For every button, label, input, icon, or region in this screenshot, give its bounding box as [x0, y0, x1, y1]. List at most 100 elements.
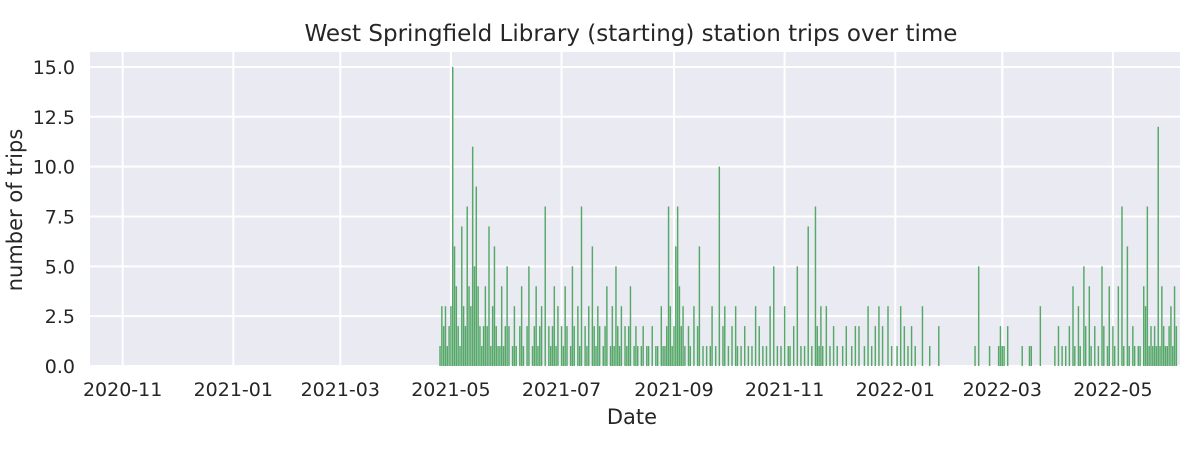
- bar: [571, 266, 574, 366]
- x-tick-labels: 2020-11 2021-01 2021-03 2021-05 2021-07 2021-…: [83, 379, 1153, 401]
- bar: [1106, 346, 1109, 366]
- bar: [903, 326, 906, 366]
- bar: [1097, 346, 1100, 366]
- bar: [676, 206, 679, 366]
- bar: [455, 286, 458, 366]
- bar: [586, 346, 588, 366]
- bar: [464, 326, 467, 366]
- bar: [502, 346, 505, 366]
- bar: [997, 346, 1000, 366]
- bar: [807, 226, 809, 366]
- bar: [660, 306, 663, 366]
- bar: [776, 346, 779, 366]
- bar: [488, 226, 490, 366]
- bar: [878, 306, 880, 366]
- bar: [446, 346, 449, 366]
- bar: [758, 326, 760, 366]
- bar: [682, 306, 684, 366]
- bar: [629, 286, 632, 366]
- bar: [696, 326, 699, 366]
- bar: [1003, 346, 1005, 366]
- bar: [1072, 286, 1074, 366]
- bar: [731, 326, 733, 366]
- bar: [588, 306, 590, 366]
- bar: [573, 326, 575, 366]
- bar: [593, 326, 595, 366]
- bar: [484, 286, 487, 366]
- grid-lines: [90, 52, 1180, 367]
- y-axis-label: number of trips: [3, 129, 27, 292]
- bar: [1090, 346, 1092, 366]
- bar: [705, 346, 708, 366]
- bar: [820, 306, 822, 366]
- bar: [1065, 346, 1067, 366]
- bar: [490, 346, 492, 366]
- bar: [1133, 346, 1136, 366]
- bar: [832, 326, 835, 366]
- y-tick-labels: 0.0 2.5 5.0 7.5 10.0 12.5 15.0: [33, 57, 75, 378]
- x-tick-label: 2022-03: [963, 379, 1042, 401]
- bar: [584, 326, 586, 366]
- x-tick-label: 2021-01: [194, 379, 273, 401]
- bar: [508, 326, 510, 366]
- x-axis-label: Date: [607, 405, 657, 429]
- bar: [651, 326, 653, 366]
- bar: [854, 326, 857, 366]
- bar: [1148, 346, 1150, 366]
- bar: [655, 346, 657, 366]
- bar: [602, 346, 604, 366]
- bar: [515, 346, 517, 366]
- bar: [907, 346, 909, 366]
- bar: [539, 326, 541, 366]
- bar: [477, 286, 479, 366]
- bar: [555, 346, 557, 366]
- bar: [1159, 346, 1161, 366]
- bar: [1083, 266, 1085, 366]
- y-tick-label: 7.5: [45, 206, 75, 228]
- bar: [851, 346, 853, 366]
- bar: [1077, 306, 1080, 366]
- bar: [513, 306, 516, 366]
- bar: [604, 326, 606, 366]
- bar: [816, 326, 818, 366]
- bar: [711, 306, 713, 366]
- bar: [566, 326, 568, 366]
- bar: [722, 326, 724, 366]
- bar: [718, 166, 721, 366]
- bar: [1164, 346, 1167, 366]
- bar: [1113, 346, 1116, 366]
- bar: [1157, 126, 1159, 366]
- bar: [914, 346, 916, 366]
- bar: [811, 346, 813, 366]
- bar: [874, 326, 877, 366]
- x-tick-label: 2020-11: [83, 379, 162, 401]
- bar: [1166, 346, 1169, 366]
- bar: [1168, 326, 1170, 366]
- bar: [818, 346, 820, 366]
- bar: [684, 346, 686, 366]
- chart-title: West Springfield Library (starting) stat…: [305, 21, 958, 47]
- x-tick-label: 2021-03: [301, 379, 380, 401]
- bar: [1172, 346, 1174, 366]
- bar: [560, 326, 563, 366]
- bar: [609, 346, 612, 366]
- bar: [522, 346, 525, 366]
- bar: [890, 346, 893, 366]
- bar: [814, 206, 817, 366]
- bar: [1143, 286, 1145, 366]
- bar: [656, 346, 659, 366]
- bar: [511, 346, 514, 366]
- bar: [1126, 246, 1129, 366]
- bar: [506, 266, 508, 366]
- bar: [938, 326, 940, 366]
- bar: [481, 346, 483, 366]
- x-tick-label: 2021-09: [634, 379, 713, 401]
- bar: [675, 246, 677, 366]
- bar: [637, 346, 639, 366]
- bar: [473, 266, 476, 366]
- bar: [1170, 306, 1172, 366]
- bar: [1128, 346, 1130, 366]
- y-tick-label: 0.0: [45, 356, 75, 378]
- bar: [462, 306, 465, 366]
- bar: [642, 326, 644, 366]
